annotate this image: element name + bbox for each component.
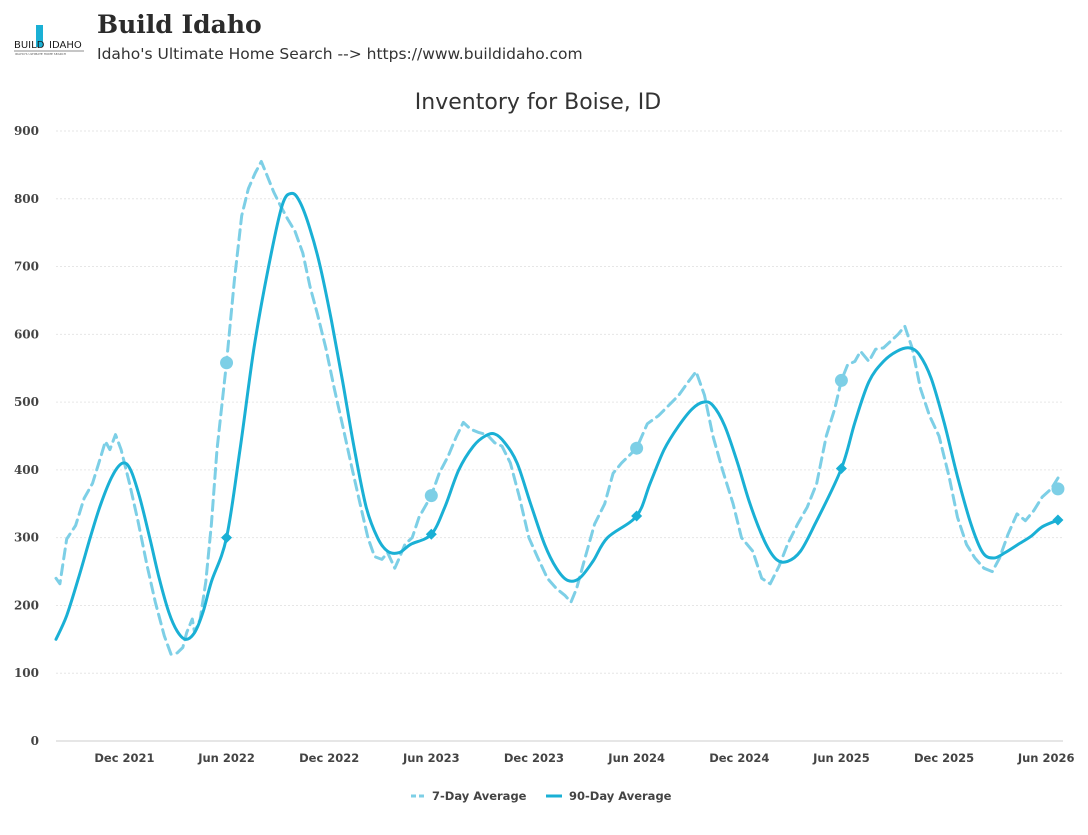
build-idaho-logo: BUILD IDAHO IDAHO'S ULTIMATE HOME SEARCH — [14, 25, 84, 56]
legend-label-7-day: 7-Day Average — [432, 789, 527, 803]
y-tick-label: 800 — [14, 192, 39, 206]
y-tick-label: 600 — [14, 327, 39, 341]
y-tick-label: 0 — [31, 734, 39, 748]
series-lines — [54, 160, 1060, 656]
marker-90-day-point — [425, 528, 437, 540]
y-tick-label: 700 — [14, 260, 39, 274]
marker-7-day-point — [220, 356, 234, 370]
marker-90-day-point — [631, 510, 643, 522]
x-tick-label: Jun 2022 — [197, 751, 255, 765]
x-axis-labels: Dec 2021 Jun 2022 Dec 2022 Jun 2023 Dec 2023… — [94, 751, 1074, 765]
marker-90-day-point — [221, 532, 233, 544]
svg-text:IDAHO: IDAHO — [49, 40, 82, 51]
y-tick-label: 300 — [14, 531, 39, 545]
y-tick-label: 100 — [14, 666, 39, 680]
series-line-7-day — [54, 160, 1060, 656]
x-tick-label: Jun 2026 — [1017, 751, 1075, 765]
legend-item-7-day[interactable]: 7-Day Average — [411, 789, 527, 803]
y-tick-label: 400 — [14, 463, 39, 477]
marker-90-day-point — [1052, 514, 1064, 526]
series-markers — [220, 356, 1065, 544]
x-tick-label: Jun 2023 — [402, 751, 460, 765]
marker-7-day-point — [1051, 482, 1065, 496]
x-tick-label: Jun 2025 — [812, 751, 870, 765]
marker-7-day-point — [424, 489, 438, 503]
marker-90-day-point — [835, 463, 847, 475]
chart-title: Inventory for Boise, ID — [415, 90, 661, 115]
svg-text:IDAHO'S ULTIMATE HOME SEARCH: IDAHO'S ULTIMATE HOME SEARCH — [15, 52, 66, 56]
x-tick-label: Dec 2022 — [299, 751, 359, 765]
series-line-90-day — [54, 191, 1060, 641]
x-tick-label: Dec 2021 — [94, 751, 154, 765]
marker-7-day-point — [834, 373, 848, 387]
x-tick-label: Dec 2024 — [709, 751, 769, 765]
marker-7-day-point — [630, 441, 644, 455]
svg-text:BUILD: BUILD — [14, 40, 45, 51]
chart-legend[interactable]: 7-Day Average 90-Day Average — [411, 789, 672, 803]
y-tick-label: 500 — [14, 395, 39, 409]
x-tick-label: Dec 2025 — [914, 751, 974, 765]
x-tick-label: Jun 2024 — [607, 751, 665, 765]
brand-title: Build Idaho — [97, 10, 262, 39]
x-tick-label: Dec 2023 — [504, 751, 564, 765]
y-axis-labels: 0 100 200 300 400 500 600 700 800 900 — [14, 124, 39, 748]
grid-lines — [56, 130, 1063, 742]
legend-item-90-day[interactable]: 90-Day Average — [546, 789, 672, 803]
y-tick-label: 200 — [14, 598, 39, 612]
y-tick-label: 900 — [14, 124, 39, 138]
brand-subtitle[interactable]: Idaho's Ultimate Home Search --> https:/… — [97, 45, 583, 63]
legend-label-90-day: 90-Day Average — [569, 789, 672, 803]
